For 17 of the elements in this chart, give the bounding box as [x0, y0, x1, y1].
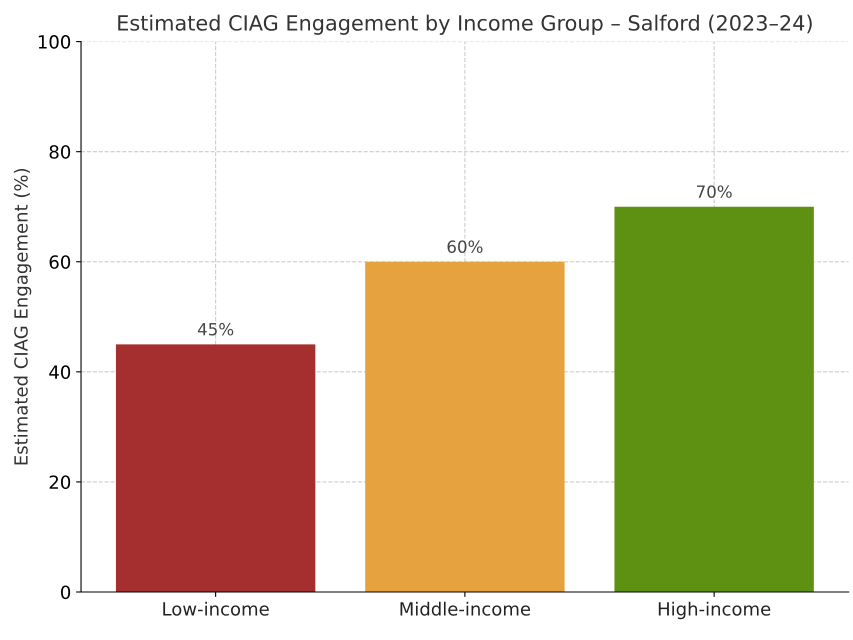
data-label: 60% [448, 240, 482, 253]
x-tick-label: High-income [658, 602, 770, 620]
bar [614, 206, 814, 592]
y-axis-title: Estimated CIAG Engagement (%) [14, 168, 32, 464]
bar [116, 344, 316, 592]
y-tick-label: 20 [50, 475, 70, 490]
y-tick-label: 40 [49, 365, 70, 379]
y-tick-label: 60 [50, 255, 70, 269]
bar [365, 262, 565, 592]
data-label: 70% [696, 185, 732, 198]
y-tick-label: 100 [38, 35, 70, 49]
chart-title: Estimated CIAG Engagement by Income Group – Salford (2023–24) [118, 14, 812, 35]
x-tick-label: Low-income [163, 602, 269, 616]
y-tick-label: 80 [50, 145, 70, 159]
y-tick-label: 0 [61, 585, 70, 600]
x-tick-label: Middle-income [400, 602, 530, 616]
data-label: 45% [198, 322, 234, 336]
